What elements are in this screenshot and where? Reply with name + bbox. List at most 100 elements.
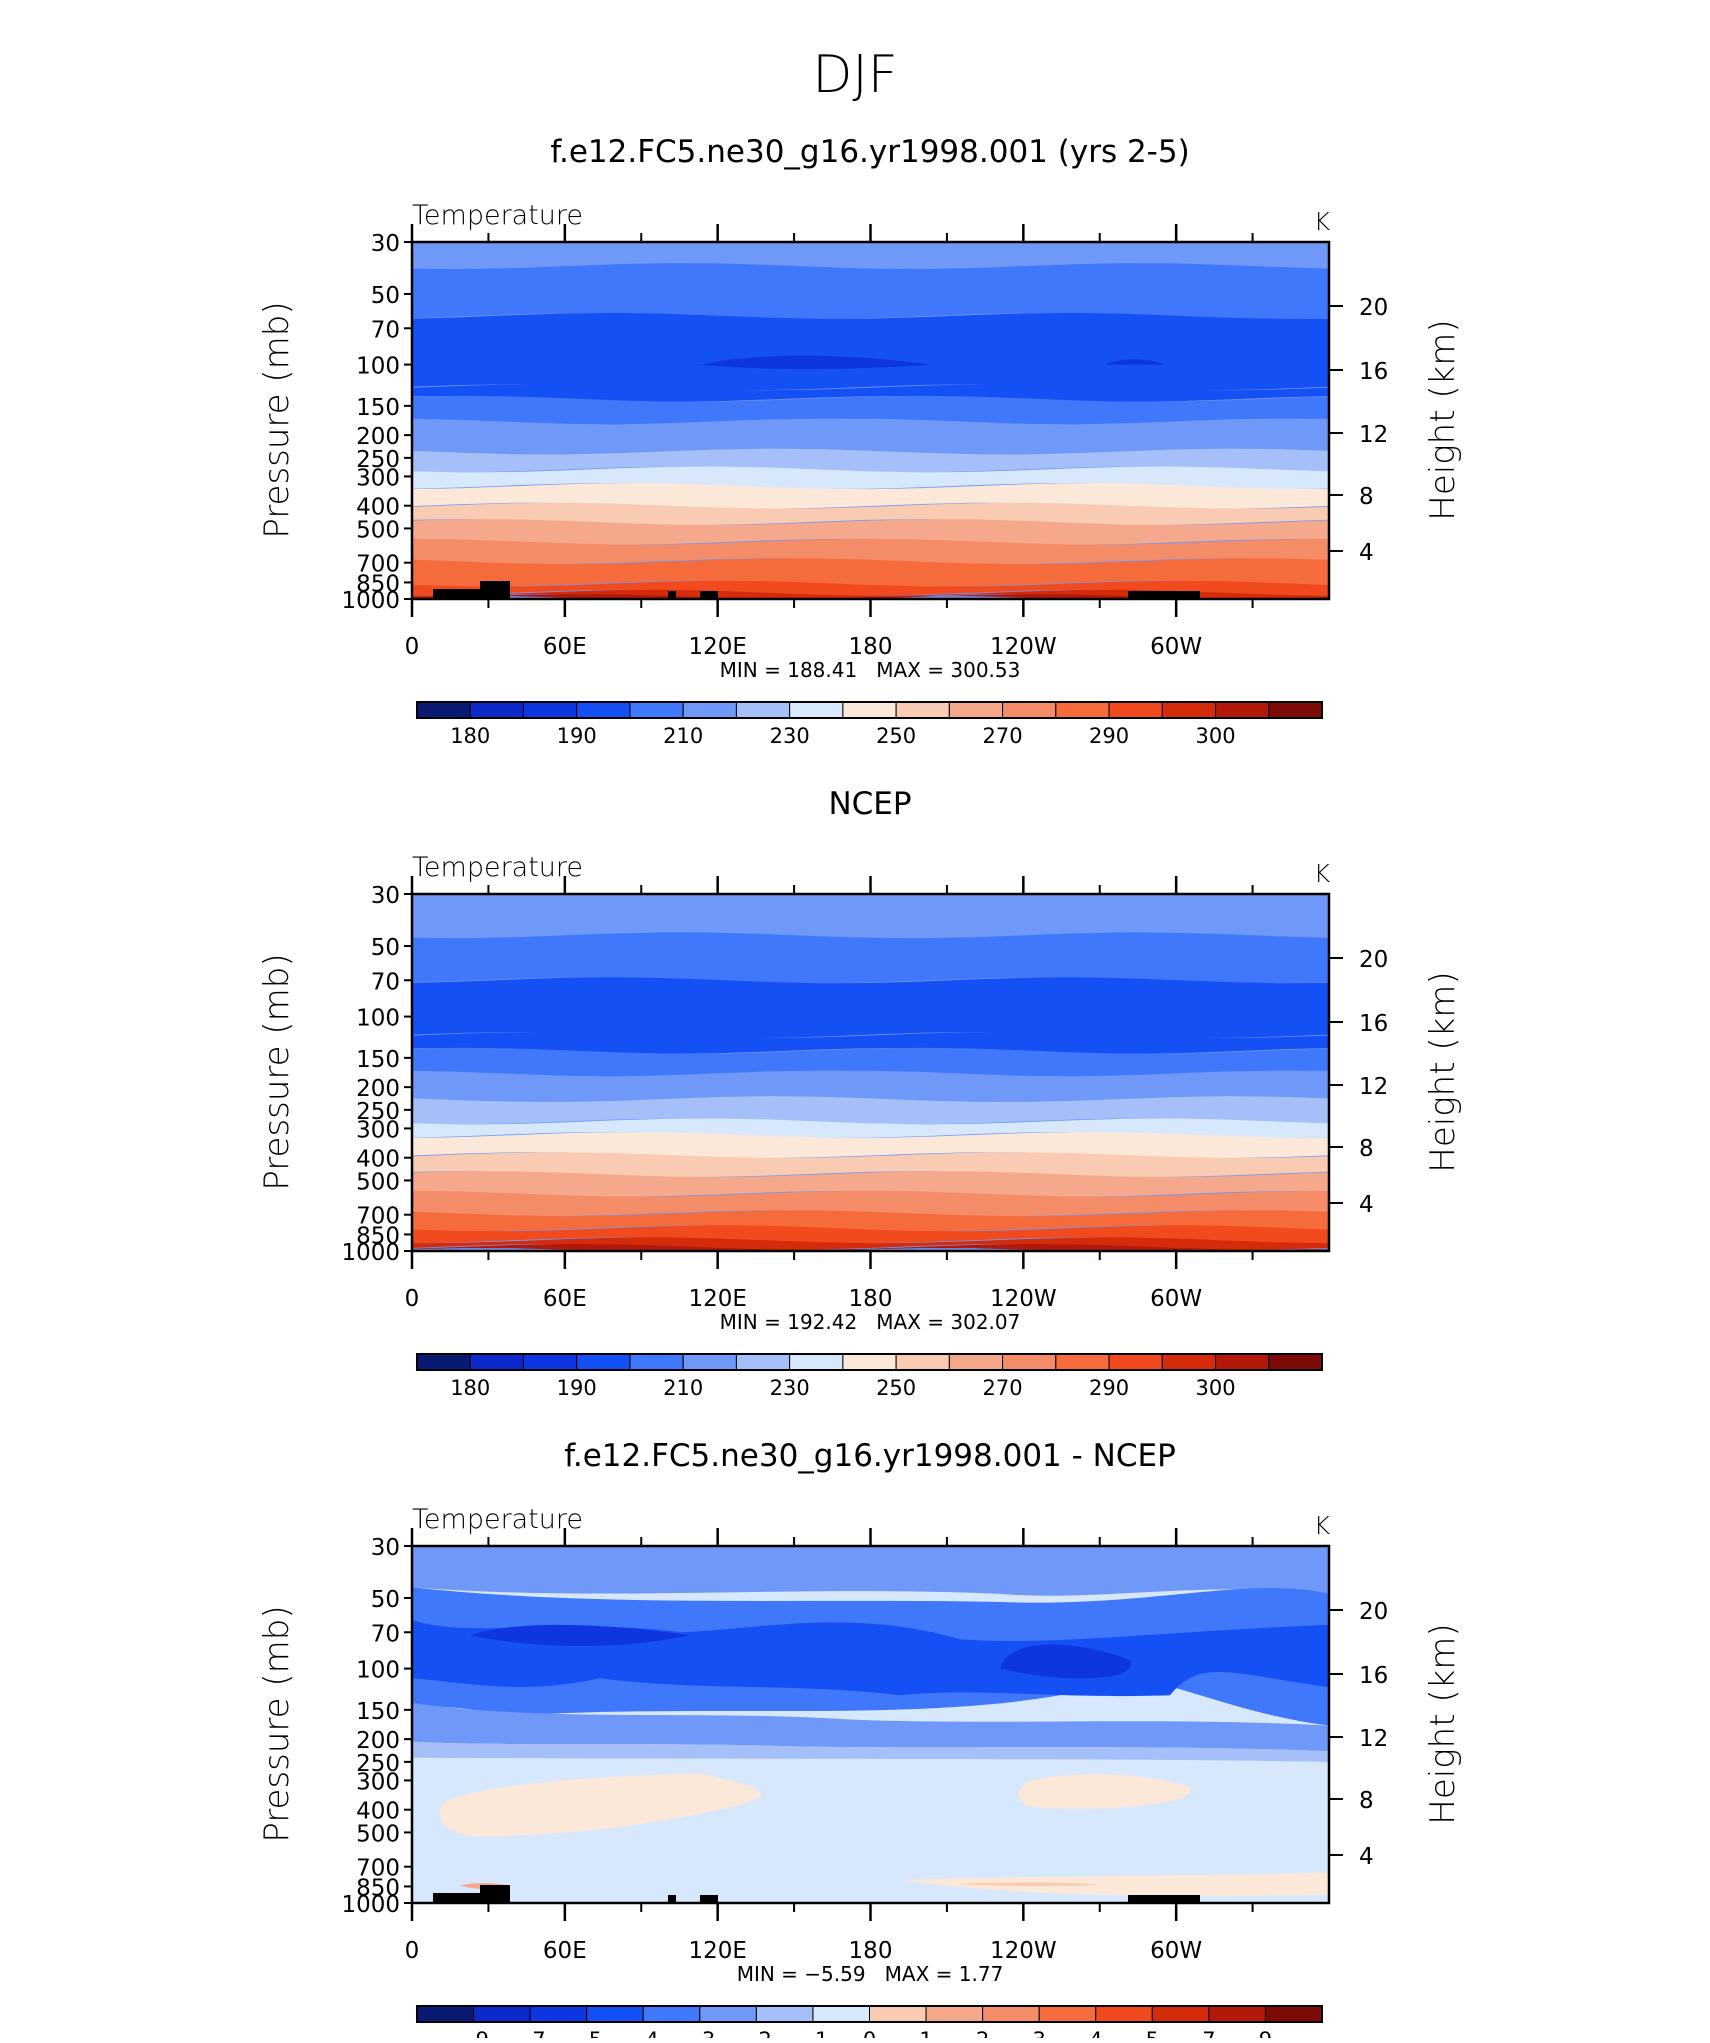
y-tick-label: 200	[356, 1728, 400, 1754]
colorbar-label: 4	[1089, 2028, 1102, 2038]
y2-axis-label: Height (km)	[1423, 319, 1463, 520]
colorbar-label: 3	[1033, 2028, 1046, 2038]
ncep-band	[412, 1152, 1329, 1177]
x-tick-label: 0	[405, 634, 420, 660]
y-tick-label: 100	[356, 354, 400, 380]
ncep-band	[412, 1070, 1329, 1103]
y2-tick-label: 4	[1359, 1192, 1374, 1218]
colorbar-box	[1038, 2005, 1097, 2023]
ncep-band	[412, 1225, 1329, 1244]
colorbar-label: 270	[983, 724, 1023, 748]
colorbar-box	[629, 701, 684, 719]
y-tick-label: 250	[356, 1099, 400, 1125]
model-band	[412, 558, 1329, 587]
colorbar-box	[416, 701, 471, 719]
ncep-band	[412, 1190, 1329, 1217]
ncep-band	[412, 1047, 1329, 1077]
x-tick-label: 60E	[543, 1938, 587, 1964]
y-axis-label: Pressure (mb)	[257, 1605, 297, 1842]
diff-band	[470, 1624, 690, 1647]
min-max-stats: MIN = −5.59 MAX = 1.77	[737, 1962, 1004, 1986]
diff-band	[1000, 1644, 1131, 1679]
y-tick-label: 300	[356, 1769, 400, 1795]
colorbar-box	[1268, 701, 1323, 719]
colorbar-label: −1	[797, 2028, 828, 2038]
diff-band	[412, 1702, 1329, 1752]
colorbar-box	[682, 1353, 737, 1371]
colorbar-label: −7	[515, 2028, 546, 2038]
colorbar-box	[755, 2005, 814, 2023]
model-band	[412, 580, 1329, 596]
y2-tick-label: 16	[1359, 1011, 1388, 1037]
colorbar-label: 290	[1089, 1376, 1129, 1400]
colorbar-box	[1161, 701, 1217, 719]
colorbar-label: 300	[1195, 724, 1235, 748]
colorbar-box	[529, 2005, 588, 2023]
colorbar-box	[948, 701, 1004, 719]
colorbar-label: 5	[1146, 2028, 1159, 2038]
ncep-band	[412, 1210, 1329, 1232]
land-mask	[480, 1885, 510, 1903]
diff-band	[1018, 1774, 1191, 1809]
y2-tick-label: 20	[1359, 947, 1388, 973]
colorbar-box	[789, 701, 844, 719]
colorbar-box	[842, 1353, 897, 1371]
model-band	[412, 395, 1329, 425]
colorbar-box	[1264, 2005, 1323, 2023]
land-mask	[700, 1895, 718, 1903]
colorbar-box	[735, 701, 791, 719]
panel-title: NCEP	[828, 786, 911, 822]
x-tick-label: 120W	[990, 634, 1057, 660]
colorbar-box	[842, 701, 897, 719]
units-label: K	[1314, 859, 1331, 888]
y-tick-label: 1000	[341, 1240, 400, 1266]
y-tick-label: 1000	[341, 588, 400, 614]
y2-tick-label: 12	[1359, 422, 1388, 448]
colorbar-label: 270	[983, 1376, 1023, 1400]
plot-area	[410, 1544, 1331, 1905]
colorbar-label: −4	[628, 2028, 659, 2038]
y-tick-label: 100	[356, 1006, 400, 1032]
y2-tick-label: 20	[1359, 295, 1388, 321]
x-tick-label: 120E	[688, 1938, 746, 1964]
colorbar-box	[1268, 1353, 1323, 1371]
y-tick-label: 50	[371, 283, 400, 309]
model-band	[412, 312, 1329, 391]
colorbar-box	[629, 1353, 684, 1371]
diff-band	[412, 1546, 1329, 1596]
y-tick-label: 200	[356, 424, 400, 450]
colorbar-label: −9	[458, 2028, 489, 2038]
colorbar-box	[699, 2005, 757, 2023]
model-band	[412, 384, 1329, 402]
ncep-band	[412, 932, 1329, 984]
colorbar-box	[1208, 2005, 1266, 2023]
colorbar-box	[416, 2005, 475, 2023]
colorbar-box	[522, 1353, 578, 1371]
colorbar-box	[576, 1353, 631, 1371]
y-tick-label: 400	[356, 1799, 400, 1825]
colorbar-box	[1002, 701, 1057, 719]
colorbar-label: 230	[770, 1376, 810, 1400]
colorbar-box	[895, 1353, 950, 1371]
ncep-band	[412, 1032, 1329, 1054]
x-tick-label: 0	[405, 1938, 420, 1964]
x-tick-label: 120E	[688, 1286, 746, 1312]
colorbar-box	[1055, 701, 1110, 719]
colorbar-box	[735, 1353, 791, 1371]
land-mask	[668, 1895, 676, 1903]
ncep-band	[412, 1096, 1329, 1125]
colorbar-label: 250	[876, 1376, 916, 1400]
min-max-stats: MIN = 192.42 MAX = 302.07	[720, 1310, 1021, 1334]
colorbar-label: 0	[863, 2028, 876, 2038]
y2-axis-label: Height (km)	[1423, 1623, 1463, 1824]
variable-label: Temperature	[412, 1504, 583, 1535]
colorbar-box	[1095, 2005, 1153, 2023]
y-tick-label: 500	[356, 1169, 400, 1195]
y-tick-label: 30	[371, 883, 400, 909]
model-band	[412, 538, 1329, 565]
y-tick-label: 300	[356, 1117, 400, 1143]
land-mask	[700, 591, 718, 599]
x-tick-label: 120E	[688, 634, 746, 660]
y-tick-label: 400	[356, 1147, 400, 1173]
y2-tick-label: 16	[1359, 359, 1388, 385]
